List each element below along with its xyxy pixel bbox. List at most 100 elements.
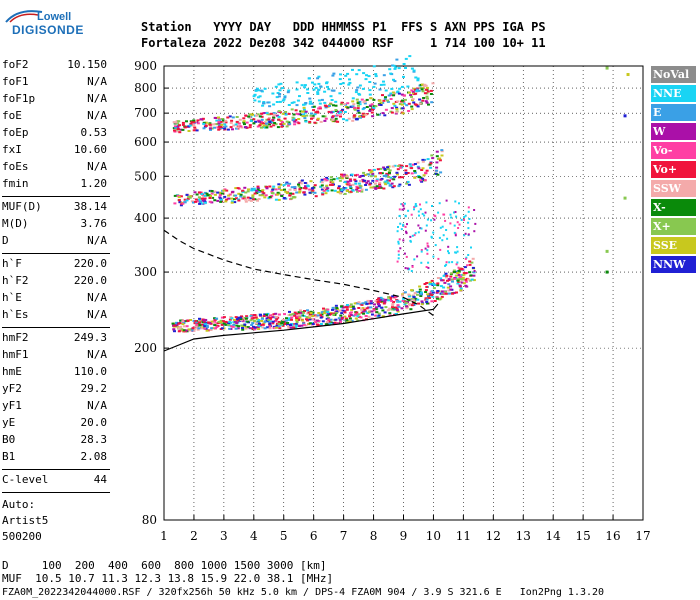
echo-point: [260, 320, 264, 322]
echo-point: [192, 201, 195, 204]
echo-point: [282, 184, 286, 187]
echo-point: [250, 324, 254, 326]
echo-point: [210, 192, 214, 195]
echo-point: [358, 84, 362, 87]
echo-point: [404, 267, 407, 270]
y-tick-label: 80: [142, 513, 157, 527]
echo-point: [230, 119, 234, 122]
echo-point: [343, 311, 347, 314]
echo-point: [343, 315, 347, 318]
echo-point: [414, 205, 417, 208]
echo-point: [324, 309, 328, 312]
echo-point: [222, 322, 226, 325]
echo-point: [187, 328, 191, 331]
echo-point: [334, 312, 338, 314]
echo-point: [394, 66, 398, 69]
echo-point: [262, 122, 265, 124]
echo-point: [208, 200, 212, 203]
x-tick-label: 11: [456, 529, 471, 543]
echo-point: [295, 112, 299, 115]
echo-point: [395, 307, 399, 310]
echo-point: [295, 104, 299, 107]
echo-point: [406, 172, 410, 174]
echo-point: [423, 92, 427, 95]
echo-point: [289, 313, 292, 316]
echo-point: [464, 232, 467, 235]
echo-point: [423, 179, 427, 182]
echo-point: [416, 161, 420, 164]
echo-point: [327, 313, 331, 316]
echo-point: [316, 111, 320, 114]
echo-point: [382, 80, 385, 83]
x-tick-label: 14: [546, 529, 562, 543]
echo-point: [213, 319, 217, 322]
echo-point: [258, 194, 262, 197]
echo-point: [423, 283, 427, 285]
echo-point: [325, 314, 329, 317]
param-row-fmin: fmin 1.20: [2, 177, 107, 191]
echo-point: [472, 274, 476, 277]
echo-point: [393, 80, 397, 83]
echo-point: [189, 195, 193, 198]
echo-point: [218, 196, 222, 199]
echo-point: [392, 94, 396, 97]
echo-point: [228, 193, 232, 196]
echo-point: [213, 324, 217, 327]
echo-point: [282, 122, 286, 125]
echo-point: [311, 323, 315, 325]
echo-point: [438, 298, 442, 301]
y-tick-label: 600: [134, 135, 157, 149]
echo-point: [433, 218, 436, 221]
echo-point: [300, 84, 304, 87]
legend-item-w: W: [651, 123, 696, 140]
echo-point: [442, 234, 445, 237]
echo-point: [298, 313, 302, 316]
echo-point: [306, 309, 309, 312]
echo-point: [248, 124, 252, 127]
echo-point: [383, 114, 387, 117]
echo-point: [215, 123, 219, 126]
param-label: fxI: [2, 143, 22, 156]
echo-point: [334, 109, 338, 111]
echo-point: [311, 315, 315, 317]
echo-point: [314, 321, 318, 324]
echo-point: [355, 89, 359, 92]
echo-point: [351, 68, 354, 71]
echo-point: [297, 312, 301, 315]
echo-point: [282, 98, 286, 101]
echo-point: [341, 306, 345, 309]
x-tick-label: 10: [426, 529, 441, 543]
echo-point: [430, 300, 434, 303]
echo-point: [258, 115, 262, 118]
echo-point: [196, 200, 200, 203]
echo-point: [440, 291, 444, 294]
echo-point: [396, 260, 399, 263]
echo-point: [395, 171, 399, 174]
echo-point: [390, 107, 394, 110]
echo-point: [396, 304, 400, 307]
x-tick-label: 1: [160, 529, 168, 543]
echo-point: [390, 182, 394, 185]
echo-point: [321, 115, 325, 118]
echo-point: [250, 113, 254, 116]
legend-item-vo: Vo-: [651, 142, 696, 159]
echo-point: [288, 182, 292, 185]
echo-point: [361, 307, 365, 310]
echo-point: [194, 128, 198, 131]
echo-point: [400, 93, 404, 96]
echo-point: [431, 284, 435, 286]
echo-point: [326, 310, 330, 313]
echo-point: [243, 186, 247, 189]
echo-point: [303, 84, 307, 87]
echo-point: [327, 320, 331, 323]
echo-point: [313, 314, 317, 317]
echo-point: [404, 225, 407, 228]
echo-point: [273, 320, 277, 323]
echo-point: [349, 306, 353, 308]
echo-point: [392, 301, 395, 303]
echo-point: [339, 314, 343, 317]
echo-point: [451, 280, 454, 283]
echo-point: [337, 187, 340, 190]
echo-point: [391, 91, 395, 94]
echo-point: [277, 321, 281, 323]
